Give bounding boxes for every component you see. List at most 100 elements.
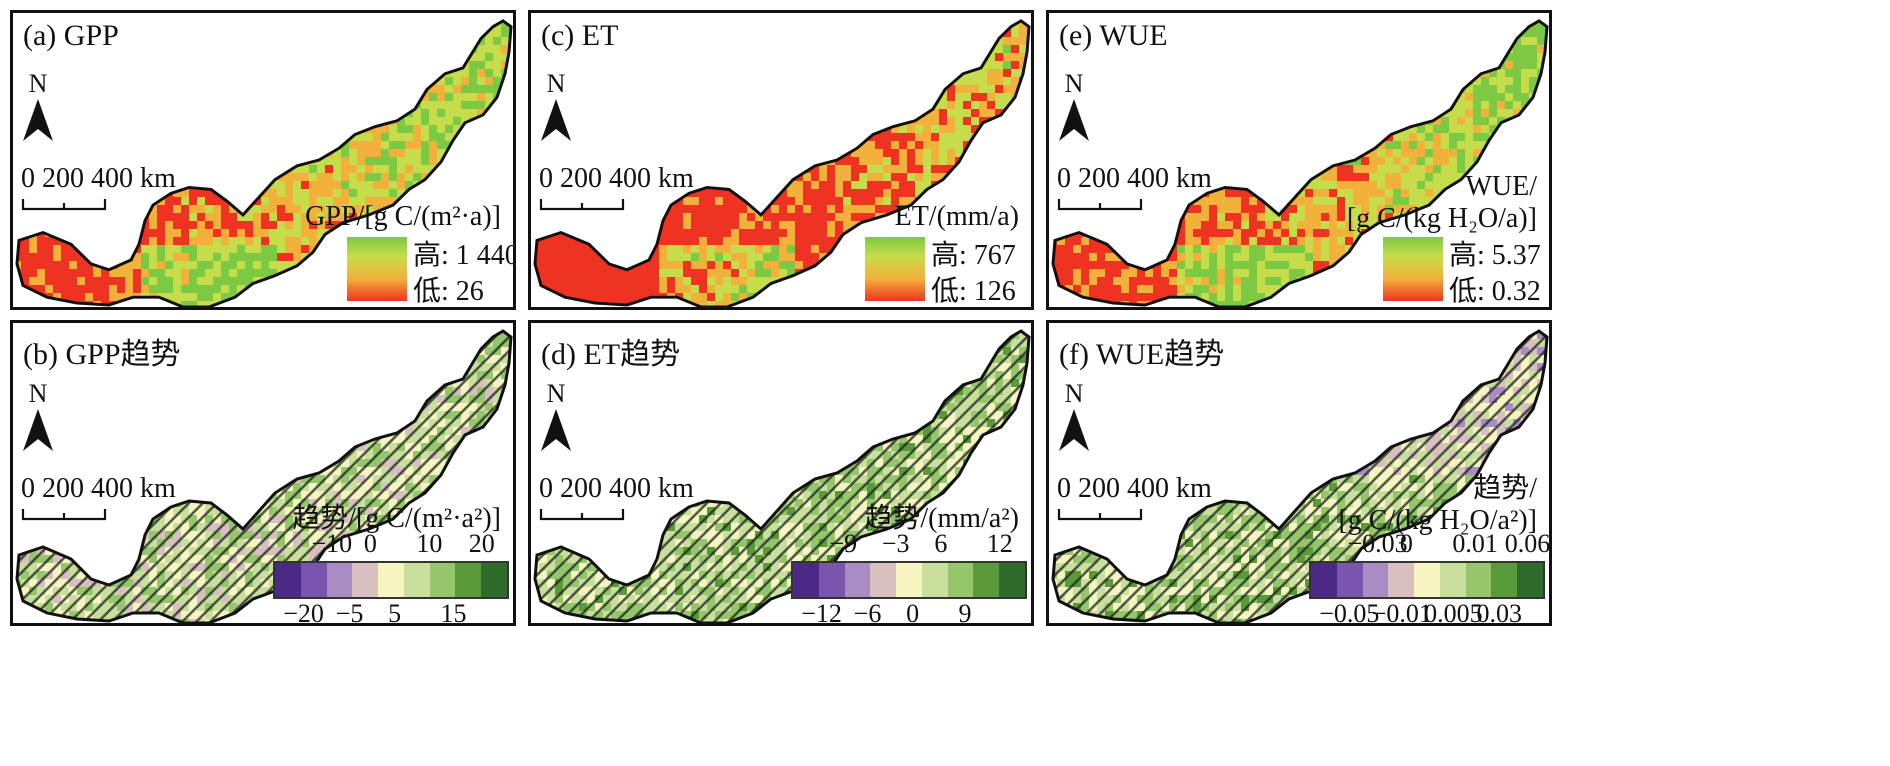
legend-high-label: 高: 767 [931,240,1016,271]
legend-class-bar [1309,561,1545,599]
legend-tick-bottom: −0.01 [1371,599,1432,626]
legend-class-swatch [1311,563,1337,597]
legend-class-swatch [793,563,819,597]
legend-class-swatch [1336,563,1363,597]
legend-tick-bottom: −5 [335,599,364,626]
scale-bar: 0 200 400 km [21,163,176,211]
north-arrow-icon [541,409,571,451]
map-panel-b: (b) GPP趋势 N 0 200 400 km 趋势/[g C/(m²·a²)] −1… [10,320,516,626]
north-arrow: N [1057,71,1091,148]
legend-tick-top: −9 [829,529,858,558]
legend-title: GPP/[g C/(m²·a)] [305,201,501,233]
map-panel-d: (d) ET趋势 N 0 200 400 km 趋势/(mm/a²) −9 −3 6 12 −1… [528,320,1034,626]
scale-bar: 0 200 400 km [539,473,694,521]
north-arrow: N [1057,381,1091,458]
legend-class-swatch [455,563,482,597]
north-arrow-icon [23,99,53,141]
north-arrow-icon [23,409,53,451]
north-arrow: N [21,71,55,148]
region-map [1051,19,1549,307]
legend-tick-bottom: 0 [906,599,920,626]
legend-class-swatch [1388,563,1415,597]
legend-tick-bottom: 15 [440,599,467,626]
legend-class-swatch [352,563,379,597]
scale-bar: 0 200 400 km [1057,163,1212,211]
map-panel-c: (c) ET N 0 200 400 km ET/(mm/a) 高: 767 低: 126 [528,10,1034,310]
region-map [533,19,1031,307]
legend-class-bar [273,561,509,599]
legend-tick-top: 0 [363,529,377,558]
scale-bar-label: 0 200 400 km [539,473,694,504]
legend-class-swatch [1439,563,1466,597]
panel-title: (e) WUE [1059,19,1168,52]
scale-bar-label: 0 200 400 km [1057,163,1212,194]
north-arrow-icon [1059,99,1089,141]
legend-high-label: 高: 1 440 [413,240,516,271]
legend-tick-top: 6 [934,529,948,558]
legend-class-swatch [481,563,508,597]
legend-color-ramp [347,237,407,301]
legend-class-swatch [921,563,948,597]
legend-tick-bottom: 9 [958,599,972,626]
map-panel-f: (f) WUE趋势 N 0 200 400 km 趋势/[g C/(kg H₂O/a²… [1046,320,1552,626]
north-arrow: N [539,71,573,148]
scale-bar-label: 0 200 400 km [21,473,176,504]
scale-bar-label: 0 200 400 km [539,163,694,194]
legend-color-ramp [865,237,925,301]
panel-title: (d) ET趋势 [541,338,681,371]
legend-title: 趋势/[g C/(kg H₂O/a²)] [1338,473,1537,537]
legend-low-label: 低: 0.32 [1449,276,1541,307]
legend-title-line: 趋势/ [1473,473,1537,504]
legend-tick-top: −3 [881,529,910,558]
legend-class-swatch [1362,563,1389,597]
scale-bar: 0 200 400 km [21,473,176,521]
legend-title-line: 趋势/[g C/(m²·a²)] [292,503,501,534]
legend-title: ET/(mm/a) [895,201,1019,233]
legend-tick-bottom: −0.05 [1319,599,1380,626]
scale-bar-label: 0 200 400 km [1057,473,1212,504]
north-label: N [28,69,48,98]
legend-class-swatch [300,563,327,597]
legend-class-swatch [870,563,897,597]
legend-class-swatch [896,563,922,597]
scale-bar: 0 200 400 km [539,163,694,211]
legend-tick-top: −0.03 [1347,529,1408,558]
legend-tick-bottom: −6 [853,599,882,626]
legend-class-swatch [1517,563,1544,597]
legend-tick-top: 12 [986,529,1013,558]
legend-tick-top: 0.06 [1504,529,1551,558]
map-panel-e: (e) WUE N 0 200 400 km WUE/[g C/(kg H₂O/a)]… [1046,10,1552,310]
north-label: N [546,69,566,98]
legend-class-swatch [275,563,301,597]
map-panel-a: (a) GPP N 0 200 400 km GPP/[g C/(m²·a)] 高: 1… [10,10,516,310]
legend-title-line: GPP/[g C/(m²·a)] [305,201,501,232]
panel-title: (a) GPP [23,19,119,52]
region-map [15,19,513,307]
legend-tick-top: 0.01 [1452,529,1498,558]
north-label: N [1064,379,1084,408]
north-arrow-icon [541,99,571,141]
north-label: N [1064,69,1084,98]
legend-tick-bottom: 5 [388,599,402,626]
legend-class-swatch [403,563,430,597]
panel-title: (c) ET [541,19,619,52]
north-arrow: N [539,381,573,458]
legend-title-line: [g C/(kg H₂O/a)] [1346,203,1537,234]
legend-tick-top: 10 [416,529,443,558]
legend-class-swatch [1465,563,1492,597]
legend-class-swatch [844,563,871,597]
north-label: N [28,379,48,408]
legend-color-ramp [1383,237,1443,301]
north-arrow: N [21,381,55,458]
north-arrow-icon [1059,409,1089,451]
legend-tick-bottom: −12 [801,599,842,626]
legend-class-swatch [1491,563,1518,597]
legend-class-swatch [1414,563,1440,597]
legend-tick-bottom: 0.005 [1424,599,1483,626]
legend-tick-top: 0 [1399,529,1413,558]
legend-title-line: ET/(mm/a) [894,201,1019,232]
legend-class-swatch [947,563,974,597]
legend-class-swatch [973,563,1000,597]
legend-class-swatch [326,563,353,597]
panel-title: (b) GPP趋势 [23,338,181,371]
